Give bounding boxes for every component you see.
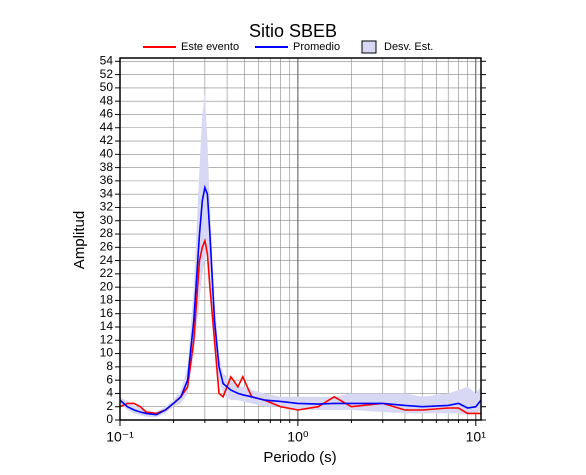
chart-title: Sitio SBEB	[249, 21, 337, 41]
y-tick-label: 34	[100, 186, 114, 200]
y-tick-label: 32	[100, 200, 114, 214]
y-tick-label: 42	[100, 133, 114, 147]
y-tick-label: 30	[100, 213, 114, 227]
y-tick-label: 36	[100, 173, 114, 187]
y-tick-label: 18	[100, 293, 114, 307]
y-tick-label: 14	[100, 319, 114, 333]
y-tick-label: 6	[106, 372, 113, 386]
y-tick-label: 10	[100, 346, 114, 360]
y-tick-label: 4	[106, 386, 113, 400]
x-tick-label: 10⁻¹	[106, 429, 134, 445]
y-tick-label: 2	[106, 399, 113, 413]
legend-label: Desv. Est.	[384, 41, 433, 53]
x-axis-label: Periodo (s)	[263, 449, 336, 466]
y-tick-label: 46	[100, 107, 114, 121]
legend-swatch	[361, 40, 377, 54]
legend-label: Este evento	[181, 41, 239, 53]
y-tick-label: 50	[100, 80, 114, 94]
y-tick-label: 24	[100, 253, 114, 267]
y-tick-label: 38	[100, 160, 114, 174]
y-tick-label: 48	[100, 93, 114, 107]
y-tick-label: 16	[100, 306, 114, 320]
y-tick-label: 22	[100, 266, 114, 280]
y-tick-label: 26	[100, 239, 114, 253]
x-tick-label: 10¹	[466, 429, 487, 445]
x-tick-label: 10⁰	[287, 429, 309, 445]
y-tick-label: 40	[100, 146, 114, 160]
legend-label: Promedio	[293, 41, 340, 53]
y-tick-label: 44	[100, 120, 114, 134]
y-tick-label: 12	[100, 332, 114, 346]
y-tick-label: 8	[106, 359, 113, 373]
y-tick-label: 28	[100, 226, 114, 240]
y-tick-label: 0	[106, 412, 113, 426]
std-band	[120, 94, 481, 418]
y-tick-label: 52	[100, 67, 114, 81]
y-tick-label: 20	[100, 279, 114, 293]
series-line	[119, 184, 482, 416]
y-tick-label: 54	[100, 53, 114, 67]
y-axis-label: Amplitud	[71, 211, 88, 269]
plot-frame	[119, 57, 482, 421]
